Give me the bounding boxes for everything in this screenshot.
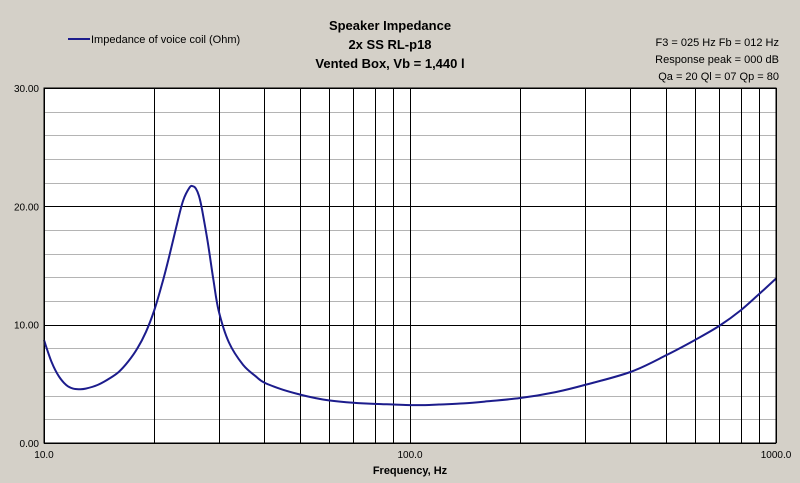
info-line-2: Response peak = 000 dB (655, 54, 779, 66)
plot-frame (43, 87, 777, 444)
info-line-3: Qa = 20 Ql = 07 Qp = 80 (658, 71, 779, 83)
x-tick-label: 100.0 (397, 450, 422, 461)
y-tick-labels: 0.00 10.00 20.00 30.00 (14, 84, 39, 450)
info-line-1: F3 = 025 Hz Fb = 012 Hz (655, 37, 779, 49)
impedance-curve (43, 184, 777, 407)
x-axis-title: Frequency, Hz (373, 465, 448, 477)
y-tick-label: 10.00 (14, 321, 39, 332)
legend: Impedance of voice coil (Ohm) (68, 34, 240, 46)
chart-title-line-3: Vented Box, Vb = 1,440 l (315, 56, 464, 71)
x-tick-label: 1000.0 (761, 450, 792, 461)
chart-title-line-1: Speaker Impedance (329, 18, 451, 33)
y-tick-label: 30.00 (14, 84, 39, 95)
chart-title-line-2: 2x SS RL-p18 (348, 37, 431, 52)
legend-label: Impedance of voice coil (Ohm) (91, 34, 240, 46)
x-tick-labels: 10.0 100.0 1000.0 (34, 450, 791, 461)
y-tick-label: 0.00 (20, 439, 40, 450)
x-tick-label: 10.0 (34, 450, 54, 461)
y-tick-label: 20.00 (14, 202, 39, 213)
